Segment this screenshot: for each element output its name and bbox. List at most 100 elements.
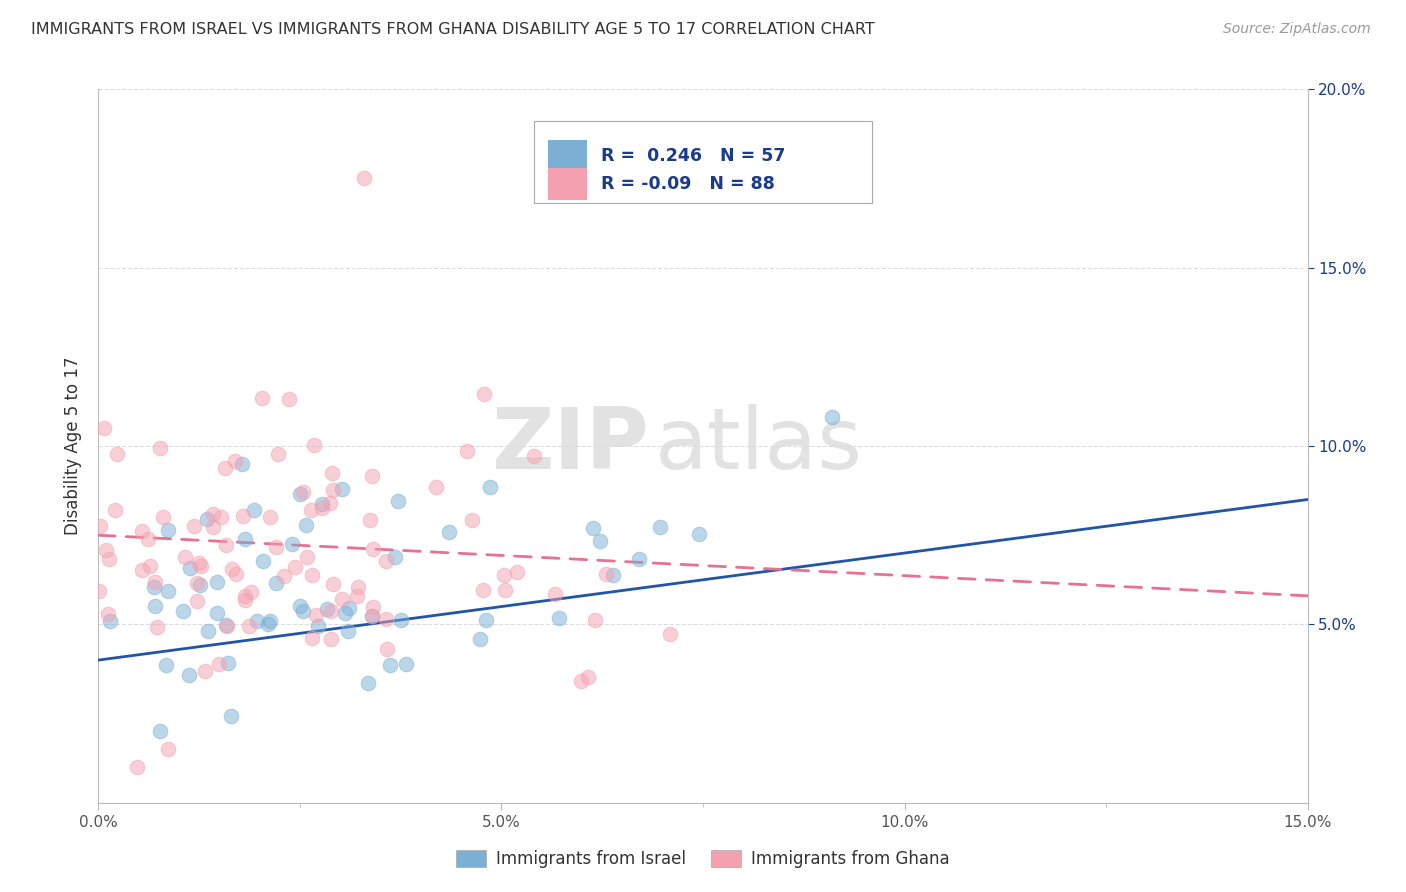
Point [138,559,160,574]
Point [190,559,212,574]
Point [361,608,384,623]
Point [330,592,353,607]
Point [259,614,281,628]
Point [278,392,301,406]
Point [197,624,219,639]
Point [292,485,315,500]
Point [361,469,384,483]
Point [363,541,385,556]
Point [301,631,323,645]
Point [322,577,344,591]
Point [214,461,236,475]
Point [569,673,592,688]
Point [330,482,353,496]
Point [311,501,333,516]
Point [583,613,606,627]
Point [387,494,409,508]
Point [202,519,225,533]
Point [157,524,180,538]
Point [307,619,329,633]
Point [155,658,177,673]
Point [495,582,517,597]
Text: IMMIGRANTS FROM ISRAEL VS IMMIGRANTS FROM GHANA DISABILITY AGE 5 TO 17 CORRELATI: IMMIGRANTS FROM ISRAEL VS IMMIGRANTS FRO… [31,22,875,37]
Point [302,437,325,451]
Point [290,599,312,613]
Point [319,604,342,618]
Point [821,410,844,425]
Point [266,575,288,590]
Point [250,391,273,405]
Point [347,580,370,594]
Point [93,420,115,434]
Point [316,602,339,616]
Point [582,520,605,534]
Point [472,386,495,401]
Point [217,657,239,671]
Point [523,449,546,463]
Point [252,553,274,567]
Point [506,565,529,579]
Point [242,503,264,517]
Point [337,601,360,615]
Point [321,467,343,481]
Point [284,560,307,574]
Point [576,670,599,684]
Point [319,632,342,647]
Point [131,563,153,577]
Legend: Immigrants from Israel, Immigrants from Ghana: Immigrants from Israel, Immigrants from … [450,843,956,875]
Point [205,575,228,590]
Point [311,497,333,511]
Point [475,613,498,627]
Point [294,517,316,532]
Point [389,613,412,627]
Point [225,567,247,582]
Point [246,614,269,628]
Point [543,587,565,601]
Point [125,760,148,774]
Point [215,617,238,632]
Point [295,549,318,564]
Point [104,503,127,517]
Point [259,510,281,524]
Point [239,585,262,599]
Point [231,457,253,471]
Point [131,524,153,538]
Point [152,510,174,524]
Point [183,519,205,533]
Point [628,552,651,566]
Point [233,532,256,546]
Point [374,612,396,626]
Point [375,641,398,656]
Point [202,507,225,521]
Point [186,576,208,591]
Point [149,723,172,738]
Y-axis label: Disability Age 5 to 17: Disability Age 5 to 17 [65,357,83,535]
Point [548,611,571,625]
Point [143,599,166,613]
Point [361,609,384,624]
Point [233,593,256,607]
Point [273,569,295,583]
Point [456,444,478,458]
Point [384,549,406,564]
Point [100,614,122,628]
Point [87,583,110,598]
Point [353,171,375,186]
FancyBboxPatch shape [548,139,586,171]
Point [186,594,208,608]
Point [146,620,169,634]
Point [89,518,111,533]
Point [589,534,612,549]
Point [98,552,121,566]
Point [224,454,246,468]
Point [232,509,254,524]
Text: ZIP: ZIP [491,404,648,488]
Point [157,742,180,756]
Point [425,480,447,494]
Point [188,578,211,592]
Point [395,657,418,672]
Point [195,512,218,526]
Point [333,607,356,621]
FancyBboxPatch shape [534,121,872,203]
Point [346,589,368,603]
